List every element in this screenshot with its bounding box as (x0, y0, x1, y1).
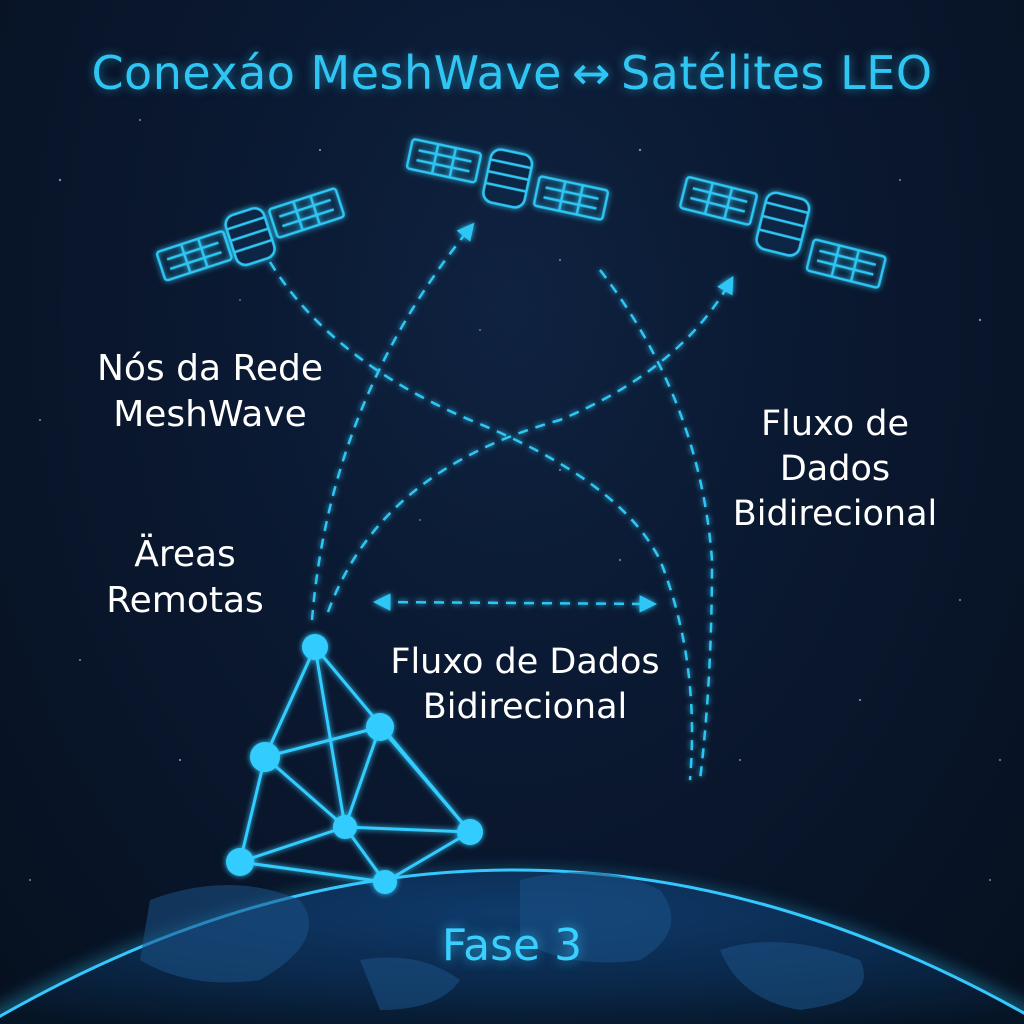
mesh-node (366, 713, 394, 741)
phase-label: Fase 3 (441, 920, 583, 971)
bidirectional-arrow-icon: ↔ (571, 46, 611, 100)
uplink-to-center-satellite (310, 222, 475, 621)
flow-right-label: Fluxo de Dados Bidirecional (732, 404, 938, 534)
mesh-node (457, 819, 483, 845)
mesh-node (333, 815, 357, 839)
mesh-network (226, 634, 483, 894)
title-right: Satélites LEO (620, 46, 933, 100)
right-satellite-downlink (599, 269, 714, 781)
satellite-icon (155, 187, 345, 282)
horizontal-flow-arrow (373, 593, 657, 613)
satellite-icon (679, 176, 887, 289)
mesh-node (226, 848, 254, 876)
satellite-icon (405, 138, 610, 221)
diagram-title: Conexáo MeshWave ↔ Satélites LEO (0, 46, 1024, 100)
remote-areas-label: Äreas Remotas (106, 534, 264, 622)
mesh-node (302, 634, 328, 660)
data-flow-paths (268, 222, 734, 781)
mesh-node (373, 870, 397, 894)
mesh-nodes-label: Nós da Rede MeshWave (96, 348, 324, 436)
uplink-to-right-satellite (326, 275, 734, 613)
earth-globe (0, 868, 1024, 1024)
left-satellite-downlink (268, 261, 694, 781)
title-left: Conexáo MeshWave (91, 46, 562, 100)
mesh-node (250, 742, 280, 772)
flow-center-label: Fluxo de Dados Bidirecional (390, 642, 660, 727)
starfield (29, 119, 1001, 881)
